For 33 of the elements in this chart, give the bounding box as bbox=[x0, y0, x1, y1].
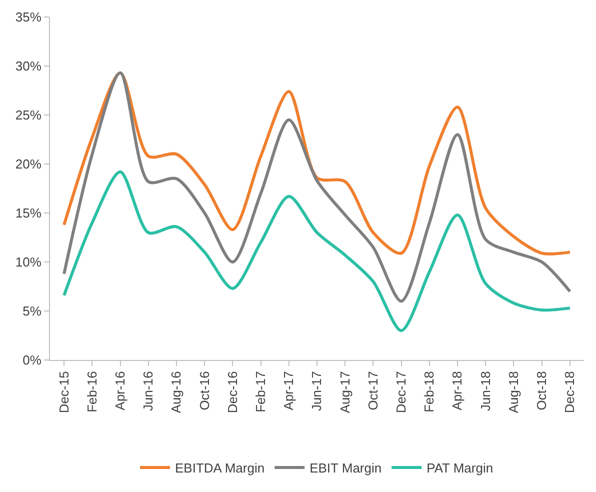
legend-label: EBITDA Margin bbox=[175, 460, 265, 476]
x-tick-label: Aug-17 bbox=[337, 371, 352, 414]
x-tick-label: Oct-17 bbox=[365, 371, 380, 410]
x-tick-label: Jun-16 bbox=[140, 371, 156, 411]
x-tick-label: Dec-18 bbox=[562, 371, 578, 414]
x-tick-label: Oct-18 bbox=[534, 371, 550, 410]
y-tick-label: 0% bbox=[22, 352, 42, 368]
x-tick-label: Dec-16 bbox=[224, 371, 240, 414]
line-series bbox=[62, 71, 572, 256]
x-tick-label: Dec-15 bbox=[56, 371, 72, 414]
y-tick-label: 15% bbox=[15, 206, 42, 221]
legend-label: PAT Margin bbox=[426, 460, 494, 476]
x-tick-label: Apr-17 bbox=[281, 371, 296, 410]
line-series bbox=[62, 170, 572, 332]
x-tick-label: Apr-16 bbox=[112, 371, 128, 410]
x-tick-label: Apr-18 bbox=[450, 371, 465, 410]
y-tick-label: 20% bbox=[15, 156, 42, 172]
x-tick-label: Jun-17 bbox=[309, 371, 324, 411]
y-tick-label: 25% bbox=[15, 108, 42, 123]
legend-label: EBIT Margin bbox=[310, 460, 382, 476]
x-tick-label: Aug-18 bbox=[506, 371, 521, 414]
x-tick-label: Feb-16 bbox=[84, 371, 100, 412]
x-tick-label: Jun-18 bbox=[478, 371, 493, 411]
x-tick-label: Feb-18 bbox=[422, 371, 437, 412]
x-tick-label: Dec-17 bbox=[394, 371, 409, 414]
x-tick-label: Oct-16 bbox=[196, 371, 212, 410]
y-tick-label: 5% bbox=[22, 304, 42, 319]
y-tick-label: 30% bbox=[15, 58, 42, 74]
x-tick-label: Feb-17 bbox=[253, 371, 268, 412]
y-tick-label: 10% bbox=[15, 254, 42, 270]
line-series bbox=[62, 71, 572, 303]
y-tick-label: 35% bbox=[15, 10, 42, 25]
x-tick-label: Aug-16 bbox=[168, 371, 184, 414]
